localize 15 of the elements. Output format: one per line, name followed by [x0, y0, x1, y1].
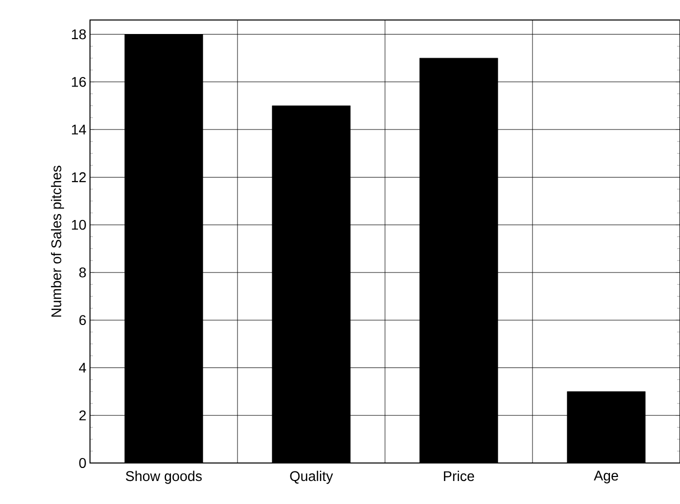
y-tick-label: 6: [79, 315, 86, 326]
y-axis-title: Number of Sales pitches: [50, 166, 64, 317]
y-tick-label: 4: [78, 362, 86, 373]
y-tick-label: 0: [79, 458, 86, 468]
y-tick-label: 2: [79, 410, 86, 420]
x-tick-label: Age: [594, 470, 618, 484]
y-tick-label: 10: [72, 220, 86, 230]
y-tick-label: 16: [72, 76, 86, 87]
x-tick-label: Show goods: [126, 470, 202, 484]
y-tick-label: 18: [72, 29, 86, 40]
y-tick-label: 14: [72, 124, 86, 134]
y-tick-label: 8: [79, 267, 86, 278]
y-tick-label: 12: [72, 172, 86, 182]
x-tick-label: Quality: [290, 470, 334, 484]
x-tick-label: Price: [444, 470, 474, 482]
